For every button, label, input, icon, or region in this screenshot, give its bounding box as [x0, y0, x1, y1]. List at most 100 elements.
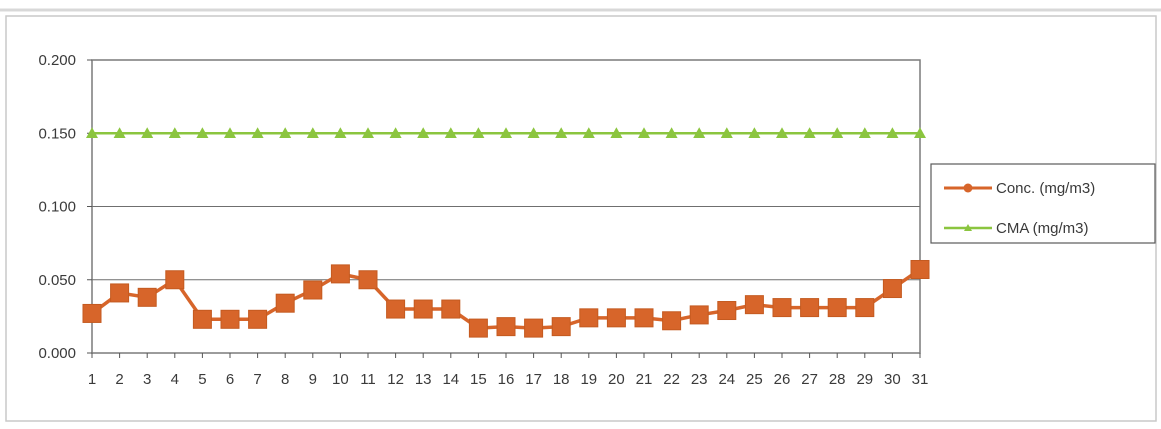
- data-point: [224, 127, 236, 139]
- data-point: [555, 127, 568, 139]
- data-point: [472, 127, 485, 139]
- data-point: [831, 127, 844, 139]
- x-tick-label: 17: [525, 371, 542, 388]
- x-tick-label: 9: [309, 371, 317, 388]
- x-tick-label: 13: [415, 371, 432, 388]
- x-tick-label: 2: [115, 371, 123, 388]
- data-point: [113, 127, 126, 139]
- data-point: [417, 127, 430, 139]
- data-point: [638, 127, 650, 139]
- x-tick-label: 10: [332, 371, 349, 388]
- y-tick-label: 0.000: [38, 345, 76, 362]
- legend-label: CMA (mg/m3): [996, 220, 1089, 237]
- data-point: [551, 317, 571, 337]
- data-point: [303, 280, 323, 300]
- x-tick-label: 16: [498, 371, 515, 388]
- data-point: [444, 127, 457, 139]
- data-point: [82, 303, 102, 323]
- legend-label: Conc. (mg/m3): [996, 180, 1095, 197]
- x-tick-label: 27: [801, 371, 818, 388]
- data-point: [717, 301, 737, 321]
- data-point: [86, 127, 98, 139]
- x-tick-label: 5: [198, 371, 206, 388]
- data-point: [827, 298, 847, 318]
- data-point: [800, 298, 820, 318]
- data-point: [886, 127, 899, 139]
- data-point: [634, 308, 654, 328]
- data-point: [306, 127, 319, 139]
- y-tick-label: 0.100: [38, 199, 76, 216]
- data-point: [248, 309, 268, 329]
- data-point: [524, 318, 544, 338]
- x-tick-label: 12: [387, 371, 404, 388]
- x-tick-label: 8: [281, 371, 289, 388]
- data-point: [165, 270, 185, 290]
- data-point: [362, 127, 374, 139]
- data-point: [776, 127, 788, 139]
- data-point: [275, 293, 295, 313]
- data-point: [358, 270, 378, 290]
- x-tick-label: 21: [636, 371, 653, 388]
- x-tick-label: 25: [746, 371, 763, 388]
- x-tick-label: 7: [253, 371, 261, 388]
- x-tick-label: 24: [718, 371, 735, 388]
- legend-marker: [963, 183, 973, 193]
- x-tick-label: 18: [553, 371, 570, 388]
- x-tick-label: 1: [88, 371, 96, 388]
- data-point: [610, 127, 623, 139]
- data-point: [168, 127, 181, 139]
- x-tick-label: 29: [856, 371, 873, 388]
- x-tick-label: 31: [912, 371, 929, 388]
- data-point: [720, 127, 733, 139]
- x-tick-label: 14: [442, 371, 459, 388]
- data-point: [662, 311, 682, 331]
- series-conc: [82, 259, 930, 338]
- x-tick-label: 20: [608, 371, 625, 388]
- data-point: [748, 127, 761, 139]
- x-tick-label: 22: [663, 371, 680, 388]
- x-tick-label: 15: [470, 371, 487, 388]
- data-point: [582, 127, 595, 139]
- data-point: [858, 127, 871, 139]
- series-cma: [86, 127, 926, 139]
- legend: Conc. (mg/m3) CMA (mg/m3): [930, 163, 1156, 244]
- x-tick-label: 23: [691, 371, 708, 388]
- data-point: [665, 127, 678, 139]
- data-point: [110, 283, 130, 303]
- data-point: [527, 127, 540, 139]
- y-tick-label: 0.200: [38, 52, 76, 69]
- data-point: [606, 308, 626, 328]
- data-point: [496, 317, 516, 337]
- data-point: [910, 259, 930, 279]
- legend-items: Conc. (mg/m3) CMA (mg/m3): [944, 180, 1095, 237]
- data-point: [882, 279, 902, 299]
- data-point: [330, 264, 350, 284]
- data-point: [251, 127, 264, 139]
- data-point: [386, 299, 406, 319]
- x-tick-label: 30: [884, 371, 901, 388]
- data-series: [82, 127, 930, 338]
- x-tick-label: 26: [774, 371, 791, 388]
- axes: [87, 59, 921, 358]
- x-tick-label: 3: [143, 371, 151, 388]
- data-point: [744, 295, 764, 315]
- y-tick-label: 0.150: [38, 125, 76, 142]
- legend-item: Conc. (mg/m3): [944, 180, 1095, 197]
- y-axis-tick-labels: 0.000 0.050 0.100 0.150 0.200: [38, 52, 76, 362]
- data-point: [141, 127, 154, 139]
- x-tick-label: 28: [829, 371, 846, 388]
- data-point: [803, 127, 816, 139]
- data-point: [500, 127, 512, 139]
- data-point: [196, 127, 209, 139]
- data-point: [413, 299, 433, 319]
- data-point: [855, 298, 875, 318]
- legend-marker: [964, 224, 972, 231]
- data-point: [192, 309, 212, 329]
- data-point: [279, 127, 292, 139]
- data-point: [220, 309, 240, 329]
- data-point: [689, 305, 709, 325]
- data-point: [914, 127, 926, 139]
- data-point: [772, 298, 792, 318]
